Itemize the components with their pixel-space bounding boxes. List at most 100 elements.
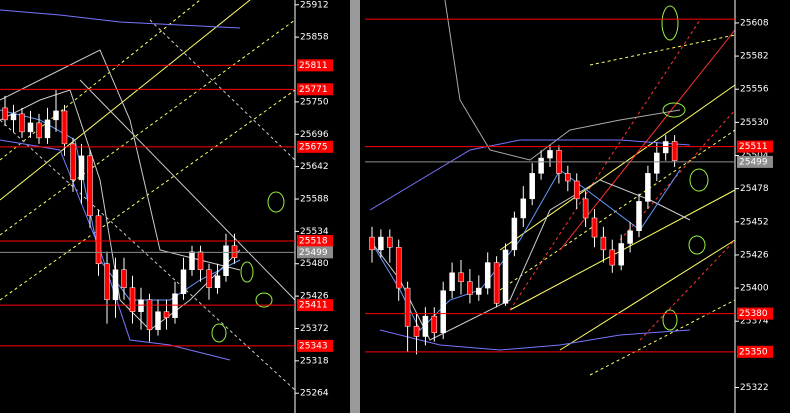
candle-body bbox=[206, 269, 212, 288]
candle-body bbox=[78, 155, 85, 181]
y-tick-label: 25400 bbox=[740, 284, 769, 294]
y-tick-label: 25264 bbox=[300, 389, 329, 399]
candle-body bbox=[431, 315, 438, 333]
candle-body bbox=[645, 173, 651, 202]
candle-body bbox=[155, 311, 161, 330]
level-label-box bbox=[737, 345, 773, 358]
candle-body bbox=[189, 251, 195, 270]
candle-body bbox=[609, 249, 616, 266]
level-label: 25511 bbox=[739, 142, 768, 152]
panel-divider bbox=[350, 0, 360, 413]
candle-body bbox=[19, 113, 25, 133]
y-tick-label: 25588 bbox=[300, 195, 329, 205]
candle-body bbox=[121, 269, 127, 288]
candle-body bbox=[95, 215, 102, 264]
candle-body bbox=[565, 173, 571, 182]
candle-body bbox=[129, 287, 136, 312]
y-tick-label: 25374 bbox=[740, 317, 769, 327]
candle-body bbox=[163, 311, 170, 318]
candle-body bbox=[529, 173, 535, 200]
y-tick-label: 25478 bbox=[740, 184, 769, 194]
level-label-box bbox=[737, 155, 773, 168]
y-tick-label: 25556 bbox=[740, 85, 769, 95]
candle-body bbox=[172, 293, 178, 318]
y-tick-label: 25534 bbox=[300, 227, 329, 237]
level-label: 25411 bbox=[299, 301, 328, 311]
y-tick-label: 25582 bbox=[740, 52, 769, 62]
candle-body bbox=[369, 236, 375, 251]
candle-body bbox=[27, 122, 34, 133]
y-tick-label: 25480 bbox=[300, 259, 329, 269]
y-tick-label: 25530 bbox=[740, 118, 769, 128]
y-tick-label: 25912 bbox=[300, 0, 329, 10]
y-tick-label: 25322 bbox=[740, 383, 769, 393]
level-label-box bbox=[297, 339, 333, 352]
level-label: 25675 bbox=[299, 142, 328, 152]
level-label-box bbox=[297, 83, 333, 96]
candle-body bbox=[484, 262, 491, 289]
candle-body bbox=[10, 113, 17, 121]
candle-body bbox=[378, 236, 384, 251]
candle-body bbox=[627, 230, 633, 244]
level-label: 25343 bbox=[299, 341, 328, 351]
candle-body bbox=[449, 272, 455, 291]
candle-body bbox=[53, 110, 59, 121]
candle-body bbox=[476, 287, 482, 295]
candle-body bbox=[87, 155, 93, 217]
candle-body bbox=[146, 299, 153, 330]
candle-body bbox=[180, 269, 187, 294]
candle-body bbox=[493, 262, 500, 304]
candle-body bbox=[197, 251, 204, 270]
candle-body bbox=[458, 272, 464, 282]
candle-body bbox=[467, 281, 473, 295]
level-label-box bbox=[297, 234, 333, 247]
candle-body bbox=[538, 157, 544, 174]
candle-body bbox=[44, 119, 51, 139]
y-tick-label: 25858 bbox=[300, 33, 329, 43]
candle-body bbox=[138, 299, 144, 312]
y-tick-label: 25318 bbox=[300, 356, 329, 366]
y-tick-label: 25452 bbox=[740, 217, 769, 227]
candle-body bbox=[671, 141, 678, 161]
level-label-box bbox=[297, 246, 333, 259]
candle-body bbox=[422, 315, 429, 337]
candle-body bbox=[404, 287, 411, 327]
candle-body bbox=[223, 245, 229, 276]
candle-body bbox=[440, 290, 446, 333]
level-label-box bbox=[297, 59, 333, 72]
candle-body bbox=[214, 275, 221, 288]
candle-body bbox=[654, 152, 660, 174]
candle-body bbox=[395, 247, 402, 289]
level-label: 25811 bbox=[299, 61, 328, 71]
candle-body bbox=[502, 249, 509, 304]
candle-body bbox=[2, 107, 8, 121]
level-label: 25499 bbox=[739, 157, 768, 167]
level-label-box bbox=[737, 140, 773, 153]
y-tick-label: 25608 bbox=[740, 18, 769, 28]
candle-body bbox=[662, 141, 669, 154]
candle-body bbox=[636, 201, 642, 231]
candle-body bbox=[547, 150, 553, 159]
candle-body bbox=[573, 180, 580, 200]
y-tick-label: 25642 bbox=[300, 162, 329, 172]
candle-body bbox=[591, 217, 598, 238]
level-label: 25771 bbox=[299, 85, 328, 95]
level-label: 25499 bbox=[299, 248, 328, 258]
candle-body bbox=[387, 236, 393, 248]
level-label-box bbox=[297, 140, 333, 153]
level-label-box bbox=[737, 307, 773, 320]
level-label: 25350 bbox=[739, 347, 768, 357]
y-tick-label: 25372 bbox=[300, 324, 329, 334]
y-tick-label: 25696 bbox=[300, 130, 329, 140]
candle-body bbox=[70, 143, 76, 181]
candle-body bbox=[36, 122, 42, 139]
candle-body bbox=[582, 198, 589, 219]
candle-body bbox=[511, 217, 518, 251]
y-tick-label: 25426 bbox=[740, 250, 769, 260]
level-label-box bbox=[297, 299, 333, 312]
y-tick-label: 25750 bbox=[300, 97, 329, 107]
candle-body bbox=[618, 243, 624, 266]
candle-body bbox=[231, 245, 238, 259]
